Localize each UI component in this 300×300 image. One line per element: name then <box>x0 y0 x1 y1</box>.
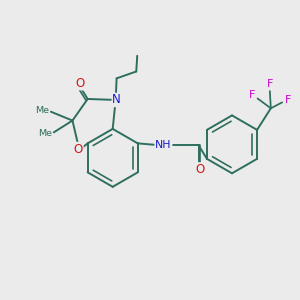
Text: O: O <box>195 163 204 176</box>
Text: NH: NH <box>155 140 172 150</box>
Text: Me: Me <box>38 129 52 138</box>
Text: Me: Me <box>35 106 49 115</box>
Text: F: F <box>285 95 291 105</box>
Text: N: N <box>112 93 121 106</box>
Text: F: F <box>267 79 274 89</box>
Text: O: O <box>74 142 83 155</box>
Text: O: O <box>75 77 85 90</box>
Text: F: F <box>249 89 255 100</box>
